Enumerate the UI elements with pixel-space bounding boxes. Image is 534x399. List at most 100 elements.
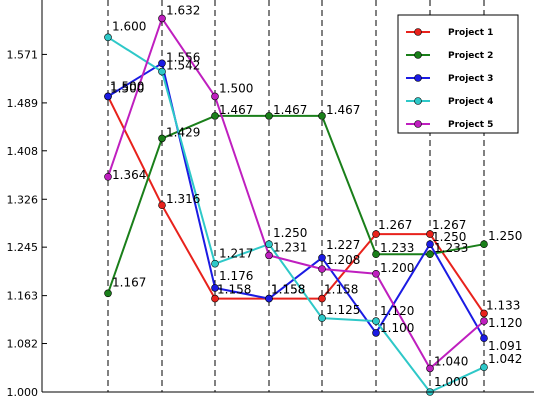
series-line-project-2 (107, 114, 485, 294)
data-label-project-2: 1.250 (488, 229, 522, 243)
data-point-project-4 (265, 240, 273, 248)
y-tick-label: 1.000 (7, 386, 39, 399)
data-point-project-2 (104, 289, 112, 298)
data-point-project-1 (372, 230, 380, 238)
data-label-project-1: 1.133 (486, 298, 520, 312)
data-point-project-2 (265, 112, 273, 120)
legend-label-project-3: Project 3 (448, 74, 493, 84)
data-point-project-3 (318, 253, 326, 262)
data-label-project-1: 1.267 (432, 218, 466, 232)
data-label-project-5: 1.364 (112, 168, 146, 182)
data-label-project-4: 1.250 (273, 226, 307, 240)
y-tick-label: 1.163 (7, 290, 39, 303)
data-point-project-3 (211, 284, 219, 292)
data-point-project-1 (480, 309, 488, 318)
legend-marker-project-5 (414, 120, 422, 128)
data-point-project-4 (158, 67, 166, 76)
data-label-project-3: 1.100 (380, 321, 414, 335)
data-label-project-1: 1.158 (271, 283, 305, 297)
legend-marker-project-2 (414, 51, 422, 59)
data-label-project-3: 1.091 (488, 339, 522, 353)
data-label-project-5: 1.231 (273, 240, 307, 254)
y-tick-label: 1.408 (7, 145, 39, 158)
data-label-project-1: 1.158 (324, 283, 358, 297)
y-tick-label: 1.326 (7, 193, 39, 206)
legend-marker-project-3 (414, 74, 422, 82)
data-label-project-4: 1.042 (488, 352, 522, 366)
data-point-project-4 (372, 317, 380, 325)
data-point-project-4 (480, 363, 488, 372)
data-label-project-2: 1.233 (380, 241, 414, 255)
data-label-project-2: 1.233 (434, 241, 468, 255)
data-point-project-2 (318, 112, 326, 120)
data-point-project-2 (426, 250, 434, 258)
data-label-project-2: 1.167 (112, 275, 146, 289)
data-label-project-3: 1.176 (219, 269, 253, 283)
data-point-project-5 (318, 265, 326, 273)
data-point-project-1 (426, 230, 434, 238)
data-label-project-1: 1.267 (378, 218, 412, 232)
data-point-project-2 (372, 250, 380, 258)
y-axis: 1.000 1.082 1.163 1.245 1.326 1.408 1.489 1.571 (7, 48, 47, 399)
series-lines (107, 17, 485, 393)
y-tick-label: 1.489 (7, 97, 39, 110)
data-label-project-4: 1.542 (166, 59, 200, 73)
data-label-project-5: 1.632 (166, 3, 200, 17)
legend-marker-project-4 (414, 97, 422, 105)
series-line-project-4 (107, 36, 485, 393)
data-point-project-5 (265, 251, 273, 260)
data-point-project-5 (158, 14, 166, 23)
y-tick-label: 1.571 (7, 48, 39, 61)
data-point-project-5 (104, 173, 112, 181)
data-point-project-2 (480, 240, 488, 248)
data-labels: 1.500 1.316 1.158 1.158 1.158 1.267 1.267 1.133… (110, 3, 522, 389)
data-label-project-4: 1.120 (380, 304, 414, 318)
data-point-project-3 (372, 329, 380, 337)
data-point-project-3 (265, 294, 273, 303)
data-label-project-3: 1.500 (110, 79, 144, 93)
data-label-project-3: 1.158 (271, 283, 305, 297)
data-point-project-4 (318, 314, 326, 322)
data-label-project-5: 1.208 (326, 253, 360, 267)
data-label-project-3: 1.250 (432, 230, 466, 244)
data-point-project-3 (104, 92, 112, 101)
data-point-project-3 (426, 240, 434, 248)
data-label-project-5: 1.120 (488, 316, 522, 330)
data-label-project-4: 1.600 (112, 19, 146, 33)
legend-label-project-5: Project 5 (448, 120, 493, 130)
data-label-project-3: 1.227 (326, 238, 360, 252)
data-point-project-2 (158, 134, 166, 143)
legend-label-project-2: Project 2 (448, 51, 493, 61)
legend: Project 1 Project 2 Project 3 Project 4 Proj… (397, 14, 519, 134)
data-label-project-5: 1.500 (219, 81, 253, 95)
legend-marker-project-1 (414, 28, 422, 36)
y-tick-label: 1.245 (7, 241, 39, 254)
data-label-project-5: 1.040 (434, 354, 468, 368)
data-point-project-1 (158, 201, 166, 209)
data-label-project-1: 1.158 (217, 283, 251, 297)
data-point-project-5 (426, 364, 434, 373)
data-label-project-1: 1.500 (110, 81, 144, 95)
data-point-project-2 (211, 112, 219, 120)
data-label-project-2: 1.467 (219, 103, 253, 117)
data-label-project-2: 1.429 (166, 125, 200, 139)
data-label-project-4: 1.217 (219, 247, 253, 261)
data-point-project-3 (480, 334, 488, 343)
series-points (104, 14, 488, 396)
data-point-project-1 (211, 294, 219, 303)
series-line-project-5 (107, 17, 485, 370)
data-point-project-3 (158, 59, 166, 68)
data-label-project-4: 1.000 (434, 375, 468, 389)
data-label-project-3: 1.556 (166, 50, 200, 64)
data-label-project-2: 1.467 (326, 103, 360, 117)
data-point-project-4 (211, 259, 219, 268)
data-point-project-1 (318, 294, 326, 303)
data-point-project-5 (211, 92, 219, 101)
data-label-project-2: 1.467 (273, 103, 307, 117)
data-point-project-5 (480, 317, 488, 325)
data-label-project-4: 1.125 (326, 303, 360, 317)
data-point-project-5 (372, 269, 380, 278)
legend-label-project-1: Project 1 (448, 28, 493, 38)
legend-label-project-4: Project 4 (448, 97, 493, 107)
